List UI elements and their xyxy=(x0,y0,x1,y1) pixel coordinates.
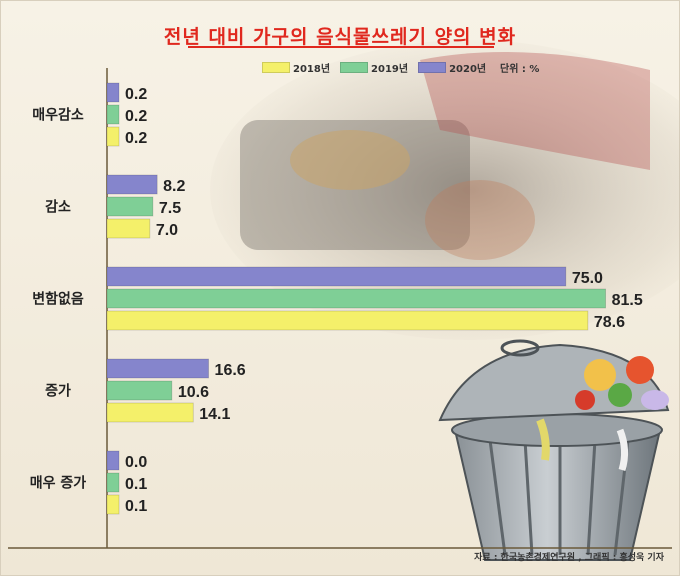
bar-2018 xyxy=(106,126,120,147)
bar-2019 xyxy=(106,288,606,309)
category-label: 매우 증가 xyxy=(30,476,87,492)
value-label-2018: 14.1 xyxy=(199,406,230,423)
source-credit: 자료 : 한국농촌경제연구원 , 그래픽 : 홍성욱 기자 xyxy=(474,553,664,563)
value-label-2020: 75.0 xyxy=(572,270,603,287)
bar-2020 xyxy=(106,266,567,287)
value-label-2018: 0.1 xyxy=(125,498,147,515)
value-label-2020: 16.6 xyxy=(215,362,246,379)
value-label-2019: 10.6 xyxy=(178,384,209,401)
category-label: 증가 xyxy=(45,384,71,400)
bar-2018 xyxy=(106,494,120,515)
bar-2018 xyxy=(106,218,151,239)
value-label-2019: 81.5 xyxy=(612,292,643,309)
legend-swatch-2020 xyxy=(418,61,447,73)
legend-item-2019: 2019년 xyxy=(340,60,408,75)
value-label-2018: 0.2 xyxy=(125,130,147,147)
bar-2020 xyxy=(106,450,120,471)
chart-title: 전년 대비 가구의 음식물쓰레기 양의 변화 xyxy=(163,26,517,48)
bar-2019 xyxy=(106,196,154,217)
bar-2020 xyxy=(106,174,158,195)
legend-label-2019: 2019년 xyxy=(371,63,409,75)
value-label-2020: 0.2 xyxy=(125,86,147,103)
value-label-2019: 7.5 xyxy=(159,200,181,217)
bar-2018 xyxy=(106,310,589,331)
value-label-2018: 7.0 xyxy=(156,222,178,239)
legend-swatch-2019 xyxy=(340,61,369,73)
value-label-2020: 8.2 xyxy=(163,178,185,195)
value-label-2020: 0.0 xyxy=(125,454,147,471)
title-underline xyxy=(188,46,494,48)
legend-label-2018: 2018년 xyxy=(293,63,331,75)
garbage-can-illustration xyxy=(438,339,670,561)
value-label-2018: 78.6 xyxy=(594,314,625,331)
bar-2019 xyxy=(106,380,173,401)
bar-2019 xyxy=(106,104,120,125)
legend: 2018년 2019년 2020년 xyxy=(262,60,496,75)
value-label-2019: 0.1 xyxy=(125,476,147,493)
legend-item-2018: 2018년 xyxy=(262,60,330,75)
bar-2020 xyxy=(106,358,209,379)
unit-label: 단위 : % xyxy=(500,64,540,75)
category-label: 매우감소 xyxy=(32,107,84,124)
legend-label-2020: 2020년 xyxy=(449,63,487,75)
bar-2019 xyxy=(106,472,120,493)
category-label: 변함없음 xyxy=(32,291,84,308)
bar-2020 xyxy=(106,82,120,103)
legend-swatch-2018 xyxy=(262,61,290,73)
value-label-2019: 0.2 xyxy=(125,108,147,125)
legend-item-2020: 2020년 xyxy=(418,60,486,75)
category-label: 감소 xyxy=(45,199,71,216)
bar-2018 xyxy=(106,402,194,423)
